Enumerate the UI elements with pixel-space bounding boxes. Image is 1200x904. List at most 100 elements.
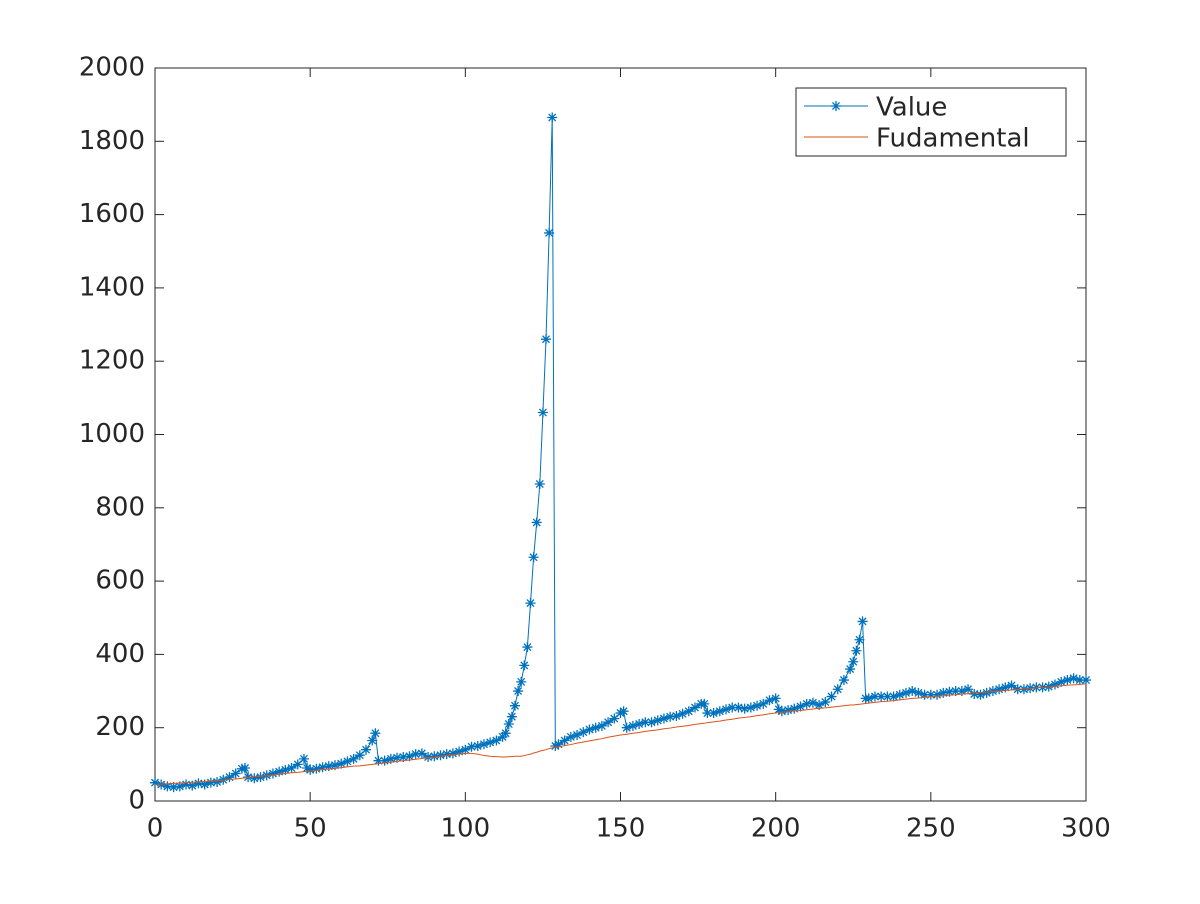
data-marker (863, 693, 874, 704)
data-marker (938, 687, 949, 698)
y-tick-label: 1400 (79, 272, 145, 302)
data-marker (230, 768, 241, 779)
data-marker (392, 752, 403, 763)
data-marker (894, 689, 905, 700)
x-tick-label: 0 (147, 814, 164, 844)
data-marker (1056, 676, 1067, 687)
data-marker (544, 227, 555, 238)
data-marker (969, 688, 980, 699)
data-marker (547, 112, 558, 123)
data-marker (236, 763, 247, 774)
data-marker (770, 693, 781, 704)
data-marker (609, 713, 620, 724)
data-marker (758, 698, 769, 709)
data-marker (801, 698, 812, 709)
data-marker (848, 656, 859, 667)
data-marker (658, 713, 669, 724)
data-marker (1049, 679, 1060, 690)
data-marker (932, 689, 943, 700)
data-marker (773, 704, 784, 715)
data-marker (764, 695, 775, 706)
data-marker (553, 739, 564, 750)
data-marker (528, 552, 539, 563)
data-marker (305, 764, 316, 775)
data-marker (537, 407, 548, 418)
data-marker (435, 750, 446, 761)
data-marker (876, 691, 887, 702)
data-marker (280, 764, 291, 775)
data-marker (901, 687, 912, 698)
data-marker (385, 753, 396, 764)
data-marker (615, 708, 626, 719)
data-marker (1068, 673, 1079, 684)
data-marker (193, 778, 204, 789)
data-marker (572, 730, 583, 741)
data-marker (869, 691, 880, 702)
data-marker (454, 746, 465, 757)
data-marker (1081, 675, 1091, 686)
data-marker (361, 744, 372, 755)
data-marker (187, 780, 198, 791)
data-marker (1062, 675, 1073, 686)
data-marker (882, 691, 893, 702)
data-marker (522, 642, 533, 653)
data-marker (239, 763, 250, 774)
data-marker (919, 689, 930, 700)
legend-label: Fudamental (876, 124, 1030, 154)
data-marker (410, 749, 421, 760)
y-tick-label: 600 (95, 566, 145, 596)
data-marker (323, 761, 334, 772)
data-marker (491, 735, 502, 746)
legend-marker (831, 101, 841, 111)
x-tick-label: 50 (294, 814, 327, 844)
data-marker (776, 706, 787, 717)
data-marker (531, 517, 542, 528)
data-marker (302, 763, 313, 774)
data-marker (795, 701, 806, 712)
data-marker (621, 722, 632, 733)
data-marker (174, 781, 185, 792)
data-marker (689, 702, 700, 713)
data-marker (162, 781, 173, 792)
data-marker (826, 691, 837, 702)
y-tick-label: 1600 (79, 199, 145, 229)
data-marker (913, 687, 924, 698)
data-marker (907, 686, 918, 697)
data-marker (665, 711, 676, 722)
data-marker (584, 724, 595, 735)
data-marker (627, 720, 638, 731)
data-marker (944, 686, 955, 697)
data-marker (634, 719, 645, 730)
data-marker (721, 704, 732, 715)
data-marker (373, 755, 384, 766)
data-marker (888, 691, 899, 702)
data-marker (506, 711, 517, 722)
data-marker (311, 763, 322, 774)
data-marker (590, 722, 601, 733)
data-marker (733, 702, 744, 713)
data-marker (994, 684, 1005, 695)
data-marker (838, 675, 849, 686)
y-tick-label: 400 (95, 639, 145, 669)
data-marker (342, 756, 353, 767)
y-tick-label: 1800 (79, 126, 145, 156)
data-marker (249, 773, 260, 784)
data-marker (460, 744, 471, 755)
data-marker (205, 777, 216, 788)
data-marker (423, 752, 434, 763)
data-marker (199, 779, 210, 790)
data-marker (640, 717, 651, 728)
data-marker (472, 741, 483, 752)
data-marker (370, 728, 381, 739)
data-marker (820, 697, 831, 708)
y-tick-label: 800 (95, 492, 145, 522)
data-marker (367, 735, 378, 746)
data-marker (714, 706, 725, 717)
data-marker (354, 750, 365, 761)
data-marker (708, 708, 719, 719)
data-marker (851, 645, 862, 656)
data-marker (503, 719, 514, 730)
